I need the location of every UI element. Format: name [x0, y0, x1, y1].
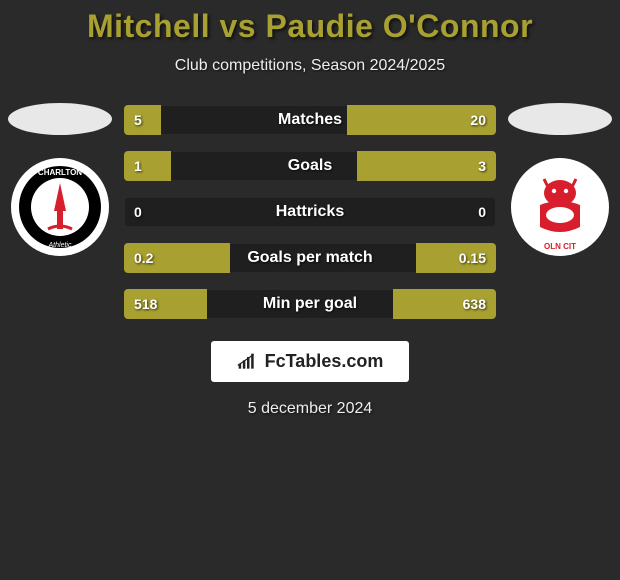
- left-player-col: CHARLTON Athletic: [6, 103, 114, 257]
- left-club-logo: CHARLTON Athletic: [10, 157, 110, 257]
- svg-text:CHARLTON: CHARLTON: [38, 168, 82, 177]
- stat-left-value: 0: [134, 197, 142, 227]
- footer: FcTables.com 5 december 2024: [0, 341, 620, 418]
- page-subtitle: Club competitions, Season 2024/2025: [0, 57, 620, 75]
- stat-bar: 518638Min per goal: [124, 289, 496, 319]
- stat-bar-right-fill: [357, 151, 497, 181]
- stat-bar-right-fill: [393, 289, 496, 319]
- stat-bar: 0 0Hattricks: [124, 197, 496, 227]
- stat-bar-left-fill: [124, 243, 230, 273]
- stat-bar: 520Matches: [124, 105, 496, 135]
- charlton-logo-icon: CHARLTON Athletic: [10, 157, 110, 257]
- date-label: 5 december 2024: [248, 400, 373, 418]
- bar-chart-icon: [237, 353, 257, 371]
- stat-bar: 13Goals: [124, 151, 496, 181]
- right-player-col: OLN CIT: [506, 103, 614, 257]
- stats-bars: 520Matches 13Goals 0 0Hattricks 0.20.15Goals…: [124, 103, 496, 319]
- left-player-oval: [8, 103, 112, 135]
- brand-box: FcTables.com: [211, 341, 410, 382]
- stat-bar-right-fill: [347, 105, 496, 135]
- lincoln-logo-icon: OLN CIT: [510, 157, 610, 257]
- stat-bar-right-fill: [416, 243, 496, 273]
- stat-bar-left-fill: [124, 151, 171, 181]
- stat-label: Hattricks: [124, 197, 496, 227]
- right-player-oval: [508, 103, 612, 135]
- comparison-panel: CHARLTON Athletic 520Matches 13Goals 0 0Hat…: [0, 103, 620, 319]
- stat-right-value: 0: [478, 197, 486, 227]
- page-title: Mitchell vs Paudie O'Connor: [0, 8, 620, 45]
- stat-bar-left-fill: [124, 289, 207, 319]
- svg-text:OLN CIT: OLN CIT: [544, 242, 576, 251]
- right-club-logo: OLN CIT: [510, 157, 610, 257]
- svg-text:Athletic: Athletic: [48, 242, 72, 249]
- stat-bar: 0.20.15Goals per match: [124, 243, 496, 273]
- brand-label: FcTables.com: [265, 351, 384, 372]
- stat-bar-left-fill: [124, 105, 161, 135]
